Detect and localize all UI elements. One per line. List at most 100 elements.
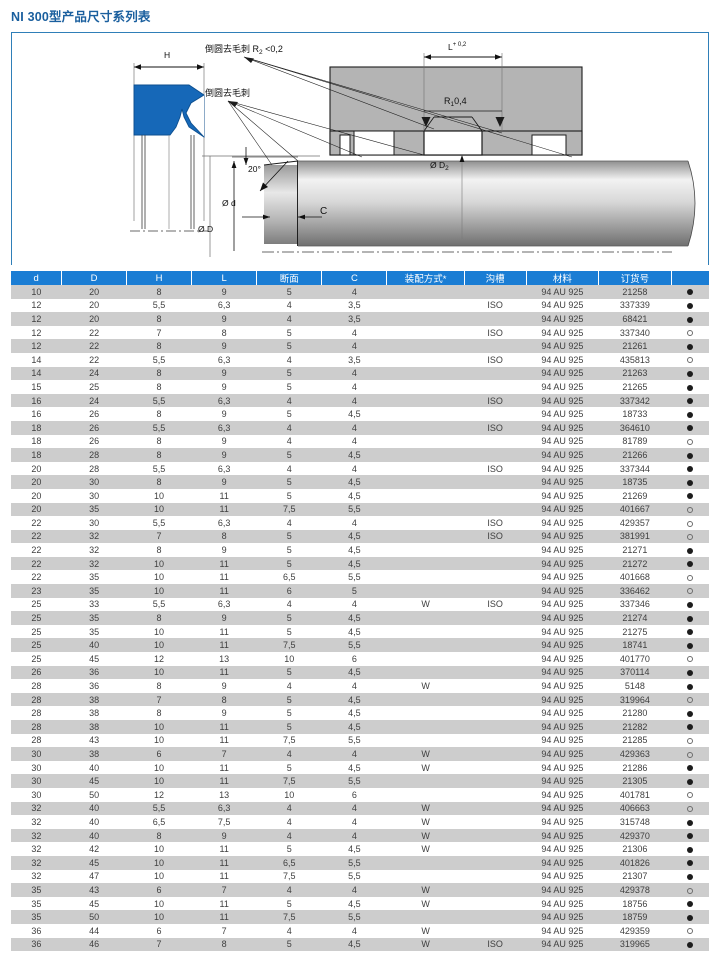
cell-assembly-type	[387, 584, 464, 598]
table-row[interactable]: 35 45 10 11 5 4,5 W 94 AU 925 18756	[11, 896, 709, 911]
table-row[interactable]: 36 46 7 8 5 4,5 W ISO 94 AU 925 319965	[11, 937, 709, 952]
table-row[interactable]: 14 22 5,5 6,3 4 3,5 ISO 94 AU 925 435813	[11, 352, 709, 367]
table-row[interactable]: 25 40 10 11 7,5 5,5 94 AU 925 18741	[11, 638, 709, 653]
table-row[interactable]: 35 43 6 7 4 4 W 94 AU 925 429378	[11, 883, 709, 897]
cell-groove	[464, 679, 526, 693]
cell-groove	[464, 870, 526, 884]
cell-d: 30	[31, 789, 42, 800]
table-row[interactable]: 35 50 10 11 7,5 5,5 94 AU 925 18759	[11, 910, 709, 924]
cell-stock	[671, 543, 709, 557]
cell-groove	[464, 829, 526, 843]
table-row[interactable]: 18 26 8 9 4 4 94 AU 925 81789	[11, 434, 709, 449]
table-row[interactable]: 22 32 10 11 5 4,5 94 AU 925 21272	[11, 556, 709, 571]
cell-H: 6	[156, 748, 162, 759]
cell-stock	[671, 815, 709, 829]
table-row[interactable]: 25 45 12 13 10 6 94 AU 925 401770	[11, 652, 709, 666]
table-row[interactable]: 32 42 10 11 5 4,5 W 94 AU 925 21306	[11, 842, 709, 856]
table-row[interactable]: 25 33 5,5 6,3 4 4 W ISO 94 AU 925 337346	[11, 597, 709, 612]
table-row[interactable]: 28 38 7 8 5 4,5 94 AU 925 319964	[11, 692, 709, 707]
table-row[interactable]: 25 35 10 11 5 4,5 94 AU 925 21275	[11, 624, 709, 639]
table-row[interactable]: 20 30 10 11 5 4,5 94 AU 925 21269	[11, 488, 709, 503]
cell-material: 94 AU 925	[541, 789, 584, 800]
table-row[interactable]: 12 20 8 9 4 3,5 94 AU 925 68421	[11, 312, 709, 326]
label-R1: R10,4	[444, 96, 467, 108]
table-row[interactable]: 32 40 8 9 4 4 W 94 AU 925 429370	[11, 828, 709, 843]
cell-d: 14	[31, 354, 42, 365]
cell-assembly-type: W	[421, 925, 430, 936]
table-row[interactable]: 20 30 8 9 5 4,5 94 AU 925 18735	[11, 475, 709, 489]
cell-groove	[464, 774, 526, 788]
table-row[interactable]: 28 36 8 9 4 4 W 94 AU 925 5148	[11, 679, 709, 693]
cell-material: 94 AU 925	[541, 640, 584, 651]
cell-material: 94 AU 925	[541, 735, 584, 746]
col-header-D[interactable]: D	[61, 269, 127, 285]
col-header-assembly-type[interactable]: 装配方式*	[386, 269, 465, 285]
table-row[interactable]: 28 38 8 9 5 4,5 94 AU 925 21280	[11, 706, 709, 720]
table-row[interactable]: 22 30 5,5 6,3 4 4 ISO 94 AU 925 429357	[11, 516, 709, 530]
cell-H: 10	[154, 640, 165, 651]
cell-H: 10	[154, 667, 165, 678]
table-row[interactable]: 22 32 8 9 5 4,5 94 AU 925 21271	[11, 543, 709, 557]
cell-D: 35	[89, 613, 100, 624]
table-row[interactable]: 36 44 6 7 4 4 W 94 AU 925 429359	[11, 923, 709, 938]
table-row[interactable]: 16 24 5,5 6,3 4 4 ISO 94 AU 925 337342	[11, 393, 709, 408]
col-header-material[interactable]: 材料	[526, 269, 600, 285]
cell-section: 7,5	[283, 912, 296, 923]
table-row[interactable]: 22 32 7 8 5 4,5 ISO 94 AU 925 381991	[11, 529, 709, 544]
table-row[interactable]: 18 28 8 9 5 4,5 94 AU 925 21266	[11, 448, 709, 462]
table-row[interactable]: 32 40 6,5 7,5 4 4 W 94 AU 925 315748	[11, 815, 709, 829]
col-header-order-no[interactable]: 订货号	[598, 269, 672, 285]
cell-C: 4,5	[348, 844, 361, 855]
stock-filled-icon	[687, 941, 694, 948]
col-header-section[interactable]: 断面	[256, 269, 323, 285]
col-header-C[interactable]: C	[321, 269, 388, 285]
table-row[interactable]: 26 36 10 11 5 4,5 94 AU 925 370114	[11, 665, 709, 680]
table-row[interactable]: 23 35 10 11 6 5 94 AU 925 336462	[11, 584, 709, 598]
cell-section: 5	[286, 939, 292, 950]
table-row[interactable]: 14 24 8 9 5 4 94 AU 925 21263	[11, 366, 709, 381]
table-row[interactable]: 18 26 5,5 6,3 4 4 ISO 94 AU 925 364610	[11, 420, 709, 435]
table-row[interactable]: 12 22 7 8 5 4 ISO 94 AU 925 337340	[11, 325, 709, 340]
cell-d: 35	[31, 898, 42, 909]
col-header-groove[interactable]: 沟槽	[464, 269, 527, 285]
table-row[interactable]: 32 47 10 11 7,5 5,5 94 AU 925 21307	[11, 869, 709, 884]
cell-H: 5,5	[152, 463, 166, 474]
table-row[interactable]: 10 20 8 9 5 4 94 AU 925 21258	[11, 285, 709, 299]
col-header-L[interactable]: L	[191, 269, 258, 285]
col-header-H[interactable]: H	[126, 269, 193, 285]
table-row[interactable]: 30 38 6 7 4 4 W 94 AU 925 429363	[11, 747, 709, 761]
cell-order-no: 337346	[619, 599, 650, 610]
table-row[interactable]: 15 25 8 9 5 4 94 AU 925 21265	[11, 380, 709, 394]
label-chamfer: 倒圆去毛刺	[205, 88, 251, 98]
cell-d: 25	[31, 640, 42, 651]
stock-filled-icon	[687, 466, 694, 473]
cell-D: 47	[89, 871, 100, 882]
col-header-d[interactable]: d	[11, 269, 63, 285]
cell-assembly-type	[387, 462, 464, 476]
cell-C: 4	[351, 463, 357, 474]
cell-section: 5	[286, 449, 292, 460]
cell-H: 8	[156, 681, 162, 692]
cell-C: 4,5	[348, 939, 361, 950]
cell-stock	[671, 421, 709, 435]
table-row[interactable]: 25 35 8 9 5 4,5 94 AU 925 21274	[11, 611, 709, 625]
cell-d: 20	[31, 477, 42, 488]
table-row[interactable]: 22 35 10 11 6,5 5,5 94 AU 925 401668	[11, 570, 709, 585]
table-row[interactable]: 32 40 5,5 6,3 4 4 W 94 AU 925 406663	[11, 801, 709, 816]
cell-groove	[464, 611, 526, 625]
table-row[interactable]: 30 45 10 11 7,5 5,5 94 AU 925 21305	[11, 774, 709, 788]
cell-order-no: 336462	[619, 585, 650, 596]
table-row[interactable]: 20 28 5,5 6,3 4 4 ISO 94 AU 925 337344	[11, 461, 709, 476]
table-row[interactable]: 16 26 8 9 5 4,5 94 AU 925 18733	[11, 407, 709, 421]
table-row[interactable]: 32 45 10 11 6,5 5,5 94 AU 925 401826	[11, 855, 709, 870]
table-row[interactable]: 30 50 12 13 10 6 94 AU 925 401781	[11, 787, 709, 802]
cell-L: 11	[219, 504, 229, 515]
table-row[interactable]: 28 43 10 11 7,5 5,5 94 AU 925 21285	[11, 733, 709, 748]
table-row[interactable]: 30 40 10 11 5 4,5 W 94 AU 925 21286	[11, 760, 709, 775]
table-row[interactable]: 12 20 5,5 6,3 4 3,5 ISO 94 AU 925 337339	[11, 298, 709, 313]
table-row[interactable]: 12 22 8 9 5 4 94 AU 925 21261	[11, 339, 709, 353]
table-row[interactable]: 28 38 10 11 5 4,5 94 AU 925 21282	[11, 720, 709, 734]
table-row[interactable]: 20 35 10 11 7,5 5,5 94 AU 925 401667	[11, 502, 709, 517]
col-header-stock[interactable]	[671, 269, 709, 285]
